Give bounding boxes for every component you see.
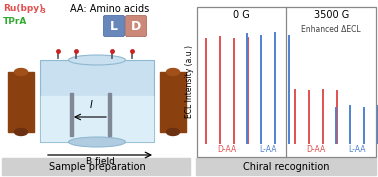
Bar bbox=[70, 93, 73, 136]
Text: D-AA: D-AA bbox=[217, 145, 237, 155]
Bar bbox=[8, 72, 34, 132]
Text: L: L bbox=[110, 19, 118, 33]
FancyBboxPatch shape bbox=[104, 16, 124, 36]
Text: AA: Amino acids: AA: Amino acids bbox=[70, 4, 150, 14]
Text: 0 G: 0 G bbox=[233, 10, 250, 20]
Text: Enhanced ΔECL: Enhanced ΔECL bbox=[301, 24, 361, 33]
Bar bbox=[41, 96, 153, 141]
Text: TPrA: TPrA bbox=[3, 17, 27, 26]
Text: I: I bbox=[90, 100, 93, 110]
Text: 3: 3 bbox=[41, 8, 46, 14]
Ellipse shape bbox=[68, 55, 125, 65]
Text: L-AA: L-AA bbox=[348, 145, 366, 155]
Bar bbox=[40, 60, 154, 142]
Text: Sample preparation: Sample preparation bbox=[49, 162, 146, 172]
Bar bbox=[160, 72, 186, 132]
Ellipse shape bbox=[166, 129, 180, 136]
Ellipse shape bbox=[68, 137, 125, 147]
Text: 3500 G: 3500 G bbox=[314, 10, 349, 20]
Bar bbox=[196, 158, 376, 175]
Text: ECL Intensity (a.u.): ECL Intensity (a.u.) bbox=[184, 45, 194, 118]
Text: Ru(bpy): Ru(bpy) bbox=[3, 4, 43, 13]
FancyBboxPatch shape bbox=[125, 16, 147, 36]
Text: B field: B field bbox=[85, 158, 115, 167]
Text: D-AA: D-AA bbox=[307, 145, 325, 155]
Text: D: D bbox=[131, 19, 141, 33]
Ellipse shape bbox=[14, 129, 28, 136]
Ellipse shape bbox=[14, 68, 28, 76]
Ellipse shape bbox=[166, 68, 180, 76]
Text: L-AA: L-AA bbox=[259, 145, 277, 155]
Text: Chiral recognition: Chiral recognition bbox=[243, 162, 329, 172]
Bar bbox=[2, 158, 190, 175]
Bar bbox=[108, 93, 111, 136]
Bar bbox=[197, 7, 376, 157]
